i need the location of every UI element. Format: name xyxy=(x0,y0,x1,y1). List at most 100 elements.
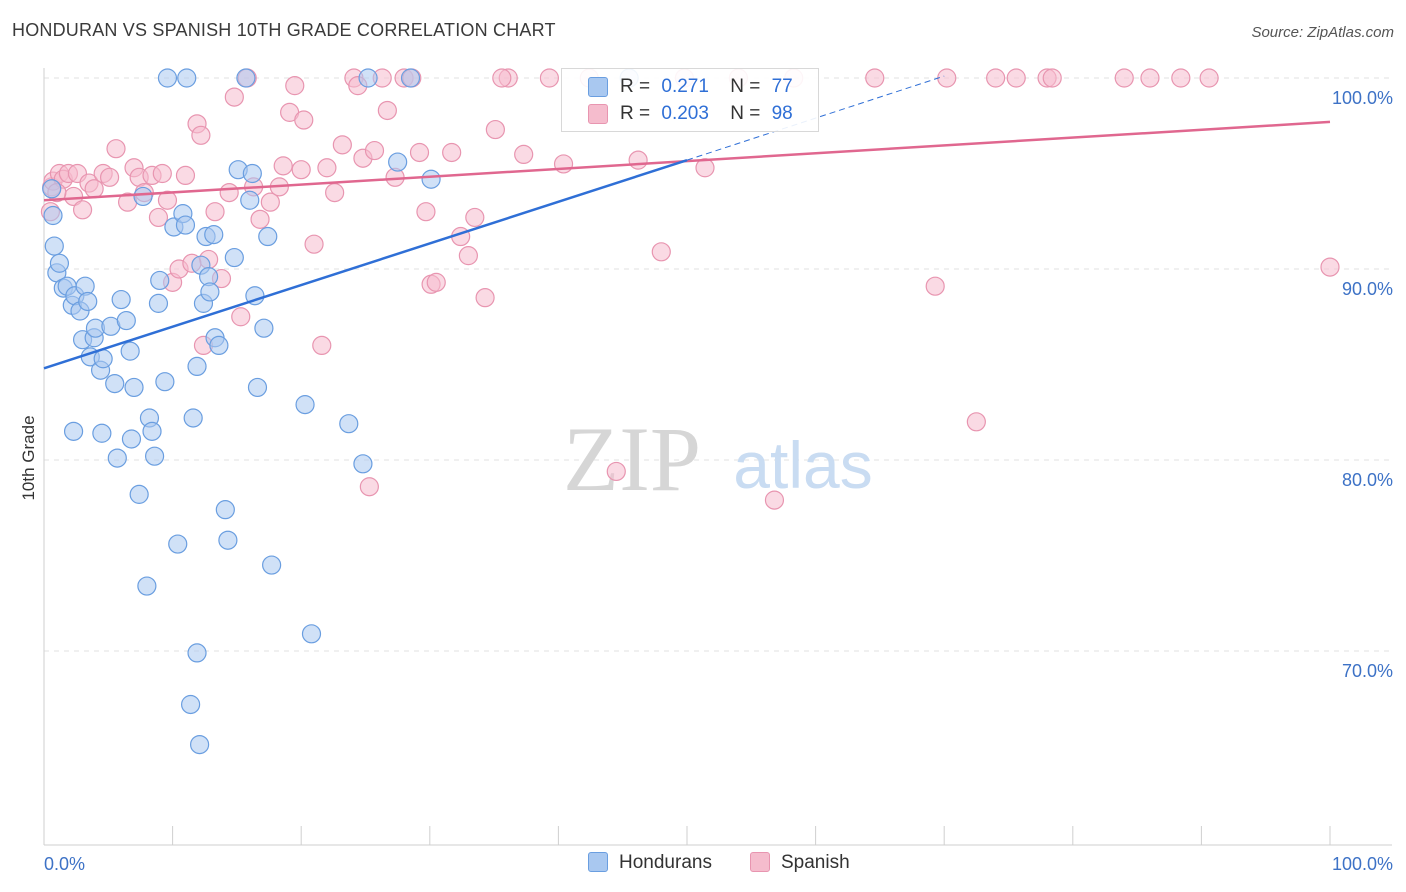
honduran-point xyxy=(358,68,378,88)
honduran-point xyxy=(120,341,140,361)
honduran-point xyxy=(187,643,207,663)
spanish-point xyxy=(332,135,352,155)
honduran-point xyxy=(42,179,62,199)
x-tick-label-min: 0.0% xyxy=(44,854,85,874)
x-tick-label-max: 100.0% xyxy=(1332,854,1393,874)
spanish-point xyxy=(1140,68,1160,88)
spanish-point xyxy=(157,190,178,210)
legend-row-spanish: R = 0.203 N = 98 xyxy=(620,103,793,125)
spanish-point xyxy=(1114,68,1134,88)
watermark: ZIP atlas xyxy=(563,408,873,510)
spanish-point xyxy=(966,412,986,432)
n-label: N = xyxy=(730,103,761,124)
spanish-point xyxy=(99,167,120,187)
stats-legend: R = 0.271 N = 77 R = 0.203 N = 98 xyxy=(561,68,819,132)
honduran-point xyxy=(111,289,131,310)
spanish-point xyxy=(937,68,957,88)
honduran-point xyxy=(175,215,196,235)
honduran-point xyxy=(400,68,421,88)
spanish-point xyxy=(285,76,305,96)
source-credit: Source: ZipAtlas.com xyxy=(1251,24,1394,41)
honduran-point xyxy=(63,421,84,441)
spanish-point xyxy=(764,490,785,510)
spanish-point xyxy=(465,207,485,228)
watermark-atlas: atlas xyxy=(733,428,872,502)
honduran-point xyxy=(181,694,201,715)
spanish-point xyxy=(539,68,559,88)
hondurans-swatch xyxy=(588,77,608,97)
honduran-point xyxy=(144,446,165,466)
spanish-swatch xyxy=(588,104,608,124)
spanish-point xyxy=(175,165,196,186)
honduran-point xyxy=(218,530,238,550)
hondurans-legend-label: Hondurans xyxy=(619,852,712,873)
spanish-point xyxy=(426,272,446,292)
spanish-point xyxy=(260,192,280,212)
honduran-point xyxy=(78,291,98,312)
honduran-point xyxy=(168,534,188,554)
r-label: R = xyxy=(620,76,651,97)
honduran-point xyxy=(262,555,282,575)
honduran-point xyxy=(44,236,64,256)
spanish-point xyxy=(377,100,397,121)
honduran-point xyxy=(190,734,210,755)
spanish-point xyxy=(273,156,293,176)
chart-title: HONDURAN VS SPANISH 10TH GRADE CORRELATI… xyxy=(12,20,556,40)
honduran-point xyxy=(142,421,162,441)
honduran-point xyxy=(121,429,142,449)
honduran-point xyxy=(43,205,63,226)
spanish-point xyxy=(205,202,225,222)
spanish-point xyxy=(152,163,172,184)
honduran-point xyxy=(157,68,178,88)
spanish-point xyxy=(442,142,462,163)
spanish-point xyxy=(1199,68,1219,88)
spanish-point xyxy=(1171,68,1191,88)
honduran-point xyxy=(224,247,244,268)
spanish-point xyxy=(514,144,534,164)
honduran-point xyxy=(183,408,203,428)
hondurans-points xyxy=(42,68,639,755)
honduran-point xyxy=(353,454,373,474)
spanish-point xyxy=(317,158,337,178)
axes xyxy=(43,68,1392,846)
honduran-point xyxy=(107,448,127,468)
honduran-point xyxy=(150,270,170,291)
honduran-trend-line xyxy=(43,158,688,370)
honduran-point xyxy=(133,186,153,207)
honduran-point xyxy=(129,484,149,504)
y-tick-label: 100.0% xyxy=(1332,88,1393,108)
spanish-point xyxy=(553,154,574,174)
n-label: N = xyxy=(730,76,761,97)
spanish-legend-swatch xyxy=(750,852,770,872)
honduran-point xyxy=(200,282,220,302)
honduran-point xyxy=(105,374,125,394)
honduran-point xyxy=(421,169,441,189)
y-tick-label: 70.0% xyxy=(1342,661,1393,681)
spanish-point xyxy=(191,125,211,145)
honduran-point xyxy=(92,423,112,443)
spanish-point xyxy=(485,119,505,140)
y-tick-label: 80.0% xyxy=(1342,470,1393,490)
spanish-point xyxy=(628,150,648,170)
n-value: 77 xyxy=(771,76,793,97)
hondurans-legend-swatch xyxy=(588,852,608,872)
spanish-point xyxy=(925,276,945,296)
honduran-point xyxy=(148,293,169,313)
spanish-point xyxy=(1320,257,1340,277)
y-tick-label: 90.0% xyxy=(1342,279,1393,299)
spanish-point xyxy=(416,202,436,222)
spanish-point xyxy=(250,209,270,229)
spanish-point xyxy=(492,68,512,88)
axis-labels: 100.0% 90.0% 80.0% 70.0% 0.0% 100.0% 10th Grad… xyxy=(19,88,1393,874)
spanish-point xyxy=(359,477,379,497)
honduran-point xyxy=(240,190,260,210)
spanish-point xyxy=(651,242,671,262)
honduran-point xyxy=(215,500,235,520)
spanish-point xyxy=(312,335,332,355)
r-value: 0.203 xyxy=(661,103,709,124)
honduran-point xyxy=(388,152,408,172)
honduran-point xyxy=(254,318,274,338)
honduran-point xyxy=(236,68,256,88)
spanish-point xyxy=(409,142,430,163)
